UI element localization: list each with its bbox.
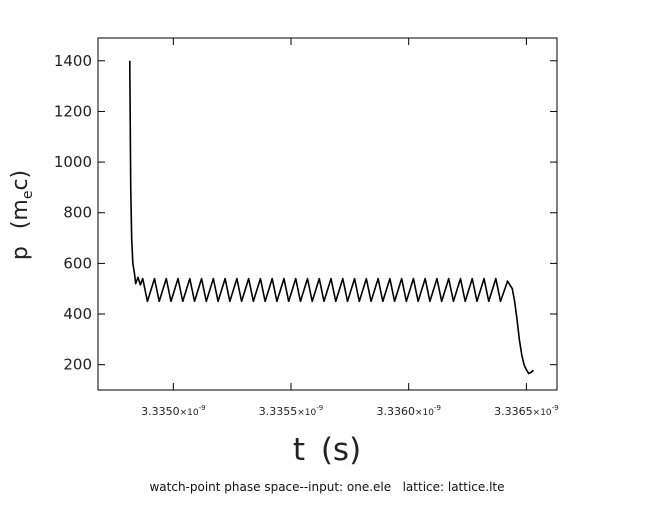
y-tick-label: 400 [63,305,92,323]
x-tick-label: 3.3365×10-9 [494,404,558,418]
y-axis: 200 400 600 800 1000 1200 1400 [54,52,557,374]
series-line [128,60,534,375]
y-tick-label: 200 [63,356,92,374]
x-tick-label: 3.3360×10-9 [376,404,440,418]
x-tick-label: 3.3350×10-9 [141,404,205,418]
y-tick-label: 1400 [54,52,92,70]
y-axis-label: p (mec) [8,170,36,260]
caption: watch-point phase space--input: one.ele … [149,480,504,494]
y-tick-label: 600 [63,254,92,272]
y-tick-label: 1200 [54,102,92,120]
x-axis: 3.3350×10-9 3.3355×10-9 3.3360×10-9 3.3365×… [141,38,559,418]
x-axis-label: t (s) [293,432,361,468]
x-tick-label: 3.3355×10-9 [259,404,323,418]
y-tick-label: 1000 [54,153,92,171]
y-tick-label: 800 [63,204,92,222]
plot-frame [97,37,558,391]
